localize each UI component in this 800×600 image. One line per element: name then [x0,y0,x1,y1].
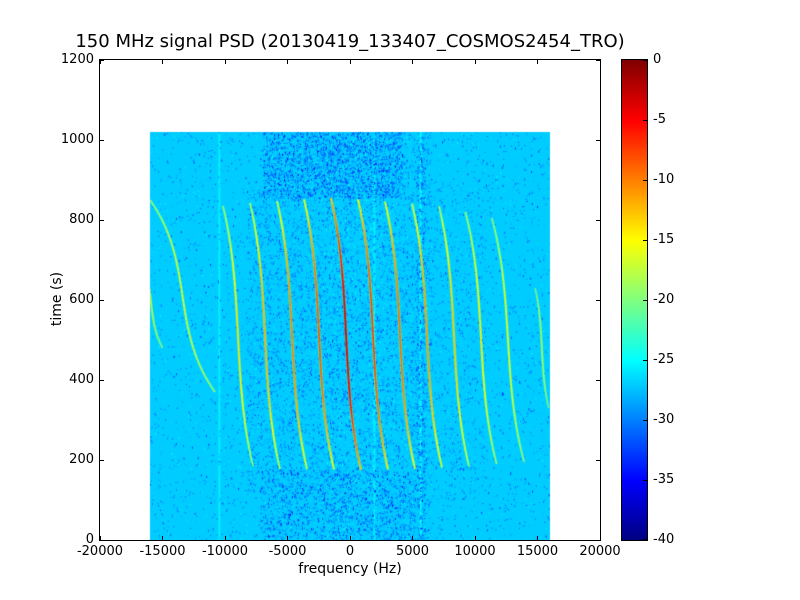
tick-mark [287,60,288,64]
x-tick-label: 0 [345,544,355,559]
tick-mark [643,119,647,121]
y-tick-label: 1200 [60,52,94,67]
tick-mark [643,538,647,540]
tick-mark [643,419,647,421]
tick-mark [643,359,647,361]
y-tick-label: 0 [85,532,94,547]
tick-mark [596,539,600,541]
tick-mark [596,219,600,221]
colorbar-tick-label: -30 [653,412,675,427]
colorbar-tick-label: -5 [653,112,666,127]
y-tick-label: 600 [69,292,94,307]
x-tick-label: 5000 [395,544,430,559]
colorbar-tick-label: -25 [653,352,675,367]
tick-mark [412,536,413,540]
tick-mark [100,59,104,61]
colorbar-tick-label: -40 [653,532,675,547]
tick-mark [474,536,476,540]
tick-mark [643,239,647,241]
x-tick-label: 10000 [454,544,496,559]
tick-mark [224,536,226,540]
y-tick-label: 1000 [60,132,94,147]
y-tick-label: 200 [69,452,94,467]
tick-mark [99,536,101,540]
tick-mark [349,536,351,540]
tick-mark [596,59,600,61]
tick-mark [100,219,104,221]
tick-mark [537,60,538,64]
tick-mark [100,539,104,541]
spectrogram-canvas [100,60,600,540]
tick-mark [412,60,413,64]
x-tick-label: 15000 [516,544,559,559]
colorbar [621,59,648,541]
tick-mark [537,536,538,540]
chart-title: 150 MHz signal PSD (20130419_133407_COSM… [75,31,625,52]
x-tick-label: -5000 [268,544,307,559]
colorbar-tick-label: -10 [653,172,675,187]
plot-area [99,59,601,541]
tick-mark [596,379,600,381]
y-tick-label: 800 [69,212,94,227]
tick-mark [643,179,647,181]
x-tick-label: 20000 [579,544,621,559]
tick-mark [349,60,351,64]
tick-mark [599,60,601,64]
tick-mark [162,536,163,540]
tick-mark [596,299,600,301]
tick-mark [224,60,226,64]
tick-mark [162,60,163,64]
colorbar-tick-label: 0 [653,52,662,67]
x-axis-label: frequency (Hz) [298,561,402,577]
tick-mark [643,479,647,481]
tick-mark [596,459,600,461]
tick-mark [100,459,104,461]
x-tick-label: -15000 [139,544,186,559]
tick-mark [100,379,104,381]
x-tick-label: -20000 [76,544,124,559]
tick-mark [643,299,647,301]
colorbar-tick-label: -20 [653,292,675,307]
tick-mark [99,60,101,64]
tick-mark [287,536,288,540]
y-tick-label: 400 [69,372,94,387]
x-tick-label: -10000 [201,544,249,559]
tick-mark [599,536,601,540]
tick-mark [596,139,600,141]
tick-mark [100,299,104,301]
tick-mark [474,60,476,64]
colorbar-tick-label: -35 [653,472,675,487]
colorbar-tick-label: -15 [653,232,675,247]
tick-mark [643,59,647,61]
colorbar-canvas [622,60,647,540]
tick-mark [100,139,104,141]
